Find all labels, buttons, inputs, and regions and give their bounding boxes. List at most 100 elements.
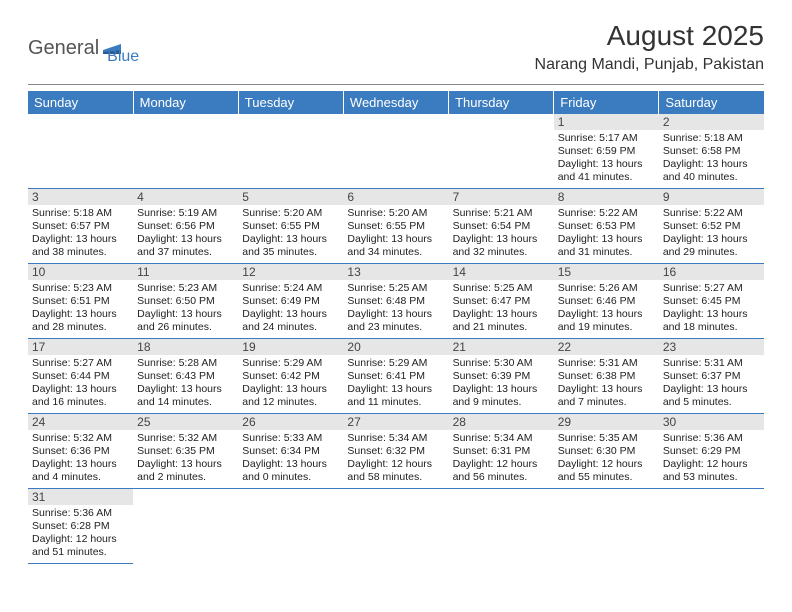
- day-details: Sunrise: 5:25 AMSunset: 6:48 PMDaylight:…: [343, 280, 448, 338]
- calendar-day-cell: 15Sunrise: 5:26 AMSunset: 6:46 PMDayligh…: [554, 264, 659, 339]
- day-details: Sunrise: 5:32 AMSunset: 6:35 PMDaylight:…: [133, 430, 238, 488]
- calendar-day-cell: 7Sunrise: 5:21 AMSunset: 6:54 PMDaylight…: [449, 189, 554, 264]
- day-number: 25: [133, 414, 238, 430]
- day-details: Sunrise: 5:20 AMSunset: 6:55 PMDaylight:…: [343, 205, 448, 263]
- day-number: 9: [659, 189, 764, 205]
- calendar-day-cell: ..: [28, 114, 133, 189]
- day-details: Sunrise: 5:29 AMSunset: 6:41 PMDaylight:…: [343, 355, 448, 413]
- location: Narang Mandi, Punjab, Pakistan: [535, 56, 764, 74]
- day-details: Sunrise: 5:19 AMSunset: 6:56 PMDaylight:…: [133, 205, 238, 263]
- day-details: Sunrise: 5:30 AMSunset: 6:39 PMDaylight:…: [449, 355, 554, 413]
- calendar-day-cell: 20Sunrise: 5:29 AMSunset: 6:41 PMDayligh…: [343, 339, 448, 414]
- day-details: Sunrise: 5:31 AMSunset: 6:38 PMDaylight:…: [554, 355, 659, 413]
- day-number: 19: [238, 339, 343, 355]
- calendar-day-cell: 24Sunrise: 5:32 AMSunset: 6:36 PMDayligh…: [28, 414, 133, 489]
- calendar-day-cell: 19Sunrise: 5:29 AMSunset: 6:42 PMDayligh…: [238, 339, 343, 414]
- day-details: Sunrise: 5:23 AMSunset: 6:50 PMDaylight:…: [133, 280, 238, 338]
- calendar-day-cell: ..: [238, 114, 343, 189]
- day-details: Sunrise: 5:23 AMSunset: 6:51 PMDaylight:…: [28, 280, 133, 338]
- calendar-day-cell: 21Sunrise: 5:30 AMSunset: 6:39 PMDayligh…: [449, 339, 554, 414]
- calendar-body: ..........1Sunrise: 5:17 AMSunset: 6:59 …: [28, 114, 764, 564]
- calendar-week-row: 10Sunrise: 5:23 AMSunset: 6:51 PMDayligh…: [28, 264, 764, 339]
- weekday-header: Thursday: [449, 91, 554, 114]
- calendar-week-row: 31Sunrise: 5:36 AMSunset: 6:28 PMDayligh…: [28, 489, 764, 564]
- weekday-header-row: SundayMondayTuesdayWednesdayThursdayFrid…: [28, 91, 764, 114]
- day-details: Sunrise: 5:32 AMSunset: 6:36 PMDaylight:…: [28, 430, 133, 488]
- calendar-day-cell: 11Sunrise: 5:23 AMSunset: 6:50 PMDayligh…: [133, 264, 238, 339]
- calendar-day-cell: 10Sunrise: 5:23 AMSunset: 6:51 PMDayligh…: [28, 264, 133, 339]
- day-number: 28: [449, 414, 554, 430]
- calendar-day-cell: 4Sunrise: 5:19 AMSunset: 6:56 PMDaylight…: [133, 189, 238, 264]
- day-number: 29: [554, 414, 659, 430]
- logo-text-blue: Blue: [107, 30, 139, 66]
- title-block: August 2025 Narang Mandi, Punjab, Pakist…: [535, 20, 764, 74]
- day-details: Sunrise: 5:27 AMSunset: 6:45 PMDaylight:…: [659, 280, 764, 338]
- calendar-day-cell: 22Sunrise: 5:31 AMSunset: 6:38 PMDayligh…: [554, 339, 659, 414]
- weekday-header: Saturday: [659, 91, 764, 114]
- calendar-day-cell: ..: [343, 114, 448, 189]
- day-details: Sunrise: 5:36 AMSunset: 6:28 PMDaylight:…: [28, 505, 133, 563]
- calendar-day-cell: 5Sunrise: 5:20 AMSunset: 6:55 PMDaylight…: [238, 189, 343, 264]
- calendar-day-cell: 30Sunrise: 5:36 AMSunset: 6:29 PMDayligh…: [659, 414, 764, 489]
- calendar-day-cell: 29Sunrise: 5:35 AMSunset: 6:30 PMDayligh…: [554, 414, 659, 489]
- logo: General Blue: [28, 30, 139, 66]
- calendar-day-cell: ..: [449, 114, 554, 189]
- calendar-day-cell: ..: [554, 489, 659, 564]
- day-number: 12: [238, 264, 343, 280]
- day-details: Sunrise: 5:22 AMSunset: 6:53 PMDaylight:…: [554, 205, 659, 263]
- day-details: Sunrise: 5:29 AMSunset: 6:42 PMDaylight:…: [238, 355, 343, 413]
- day-number: 16: [659, 264, 764, 280]
- day-number: 1: [554, 114, 659, 130]
- day-details: Sunrise: 5:28 AMSunset: 6:43 PMDaylight:…: [133, 355, 238, 413]
- day-details: Sunrise: 5:31 AMSunset: 6:37 PMDaylight:…: [659, 355, 764, 413]
- day-number: 10: [28, 264, 133, 280]
- day-number: 17: [28, 339, 133, 355]
- day-number: 7: [449, 189, 554, 205]
- day-number: 15: [554, 264, 659, 280]
- header: General Blue August 2025 Narang Mandi, P…: [0, 0, 792, 82]
- calendar-day-cell: ..: [133, 114, 238, 189]
- calendar-day-cell: 18Sunrise: 5:28 AMSunset: 6:43 PMDayligh…: [133, 339, 238, 414]
- day-number: 3: [28, 189, 133, 205]
- calendar-day-cell: ..: [343, 489, 448, 564]
- weekday-header: Tuesday: [238, 91, 343, 114]
- calendar-day-cell: 14Sunrise: 5:25 AMSunset: 6:47 PMDayligh…: [449, 264, 554, 339]
- calendar-day-cell: 28Sunrise: 5:34 AMSunset: 6:31 PMDayligh…: [449, 414, 554, 489]
- day-number: 18: [133, 339, 238, 355]
- calendar-day-cell: 9Sunrise: 5:22 AMSunset: 6:52 PMDaylight…: [659, 189, 764, 264]
- day-number: 27: [343, 414, 448, 430]
- day-details: Sunrise: 5:18 AMSunset: 6:58 PMDaylight:…: [659, 130, 764, 188]
- day-number: 13: [343, 264, 448, 280]
- logo-text-general: General: [28, 37, 99, 60]
- day-number: 5: [238, 189, 343, 205]
- calendar-day-cell: 2Sunrise: 5:18 AMSunset: 6:58 PMDaylight…: [659, 114, 764, 189]
- calendar-day-cell: ..: [449, 489, 554, 564]
- day-details: Sunrise: 5:27 AMSunset: 6:44 PMDaylight:…: [28, 355, 133, 413]
- calendar-day-cell: 13Sunrise: 5:25 AMSunset: 6:48 PMDayligh…: [343, 264, 448, 339]
- calendar-day-cell: 16Sunrise: 5:27 AMSunset: 6:45 PMDayligh…: [659, 264, 764, 339]
- calendar-week-row: 17Sunrise: 5:27 AMSunset: 6:44 PMDayligh…: [28, 339, 764, 414]
- day-details: Sunrise: 5:22 AMSunset: 6:52 PMDaylight:…: [659, 205, 764, 263]
- day-details: Sunrise: 5:34 AMSunset: 6:32 PMDaylight:…: [343, 430, 448, 488]
- weekday-header: Friday: [554, 91, 659, 114]
- calendar-day-cell: 27Sunrise: 5:34 AMSunset: 6:32 PMDayligh…: [343, 414, 448, 489]
- calendar-day-cell: 23Sunrise: 5:31 AMSunset: 6:37 PMDayligh…: [659, 339, 764, 414]
- calendar-day-cell: 1Sunrise: 5:17 AMSunset: 6:59 PMDaylight…: [554, 114, 659, 189]
- calendar-week-row: 3Sunrise: 5:18 AMSunset: 6:57 PMDaylight…: [28, 189, 764, 264]
- day-number: 30: [659, 414, 764, 430]
- day-details: Sunrise: 5:21 AMSunset: 6:54 PMDaylight:…: [449, 205, 554, 263]
- day-details: Sunrise: 5:20 AMSunset: 6:55 PMDaylight:…: [238, 205, 343, 263]
- month-title: August 2025: [535, 20, 764, 52]
- calendar-day-cell: 8Sunrise: 5:22 AMSunset: 6:53 PMDaylight…: [554, 189, 659, 264]
- day-details: Sunrise: 5:24 AMSunset: 6:49 PMDaylight:…: [238, 280, 343, 338]
- day-number: 8: [554, 189, 659, 205]
- day-number: 14: [449, 264, 554, 280]
- calendar-day-cell: ..: [238, 489, 343, 564]
- day-number: 23: [659, 339, 764, 355]
- calendar-table: SundayMondayTuesdayWednesdayThursdayFrid…: [28, 91, 764, 564]
- day-number: 4: [133, 189, 238, 205]
- calendar-day-cell: 26Sunrise: 5:33 AMSunset: 6:34 PMDayligh…: [238, 414, 343, 489]
- calendar-day-cell: 3Sunrise: 5:18 AMSunset: 6:57 PMDaylight…: [28, 189, 133, 264]
- day-number: 26: [238, 414, 343, 430]
- day-number: 2: [659, 114, 764, 130]
